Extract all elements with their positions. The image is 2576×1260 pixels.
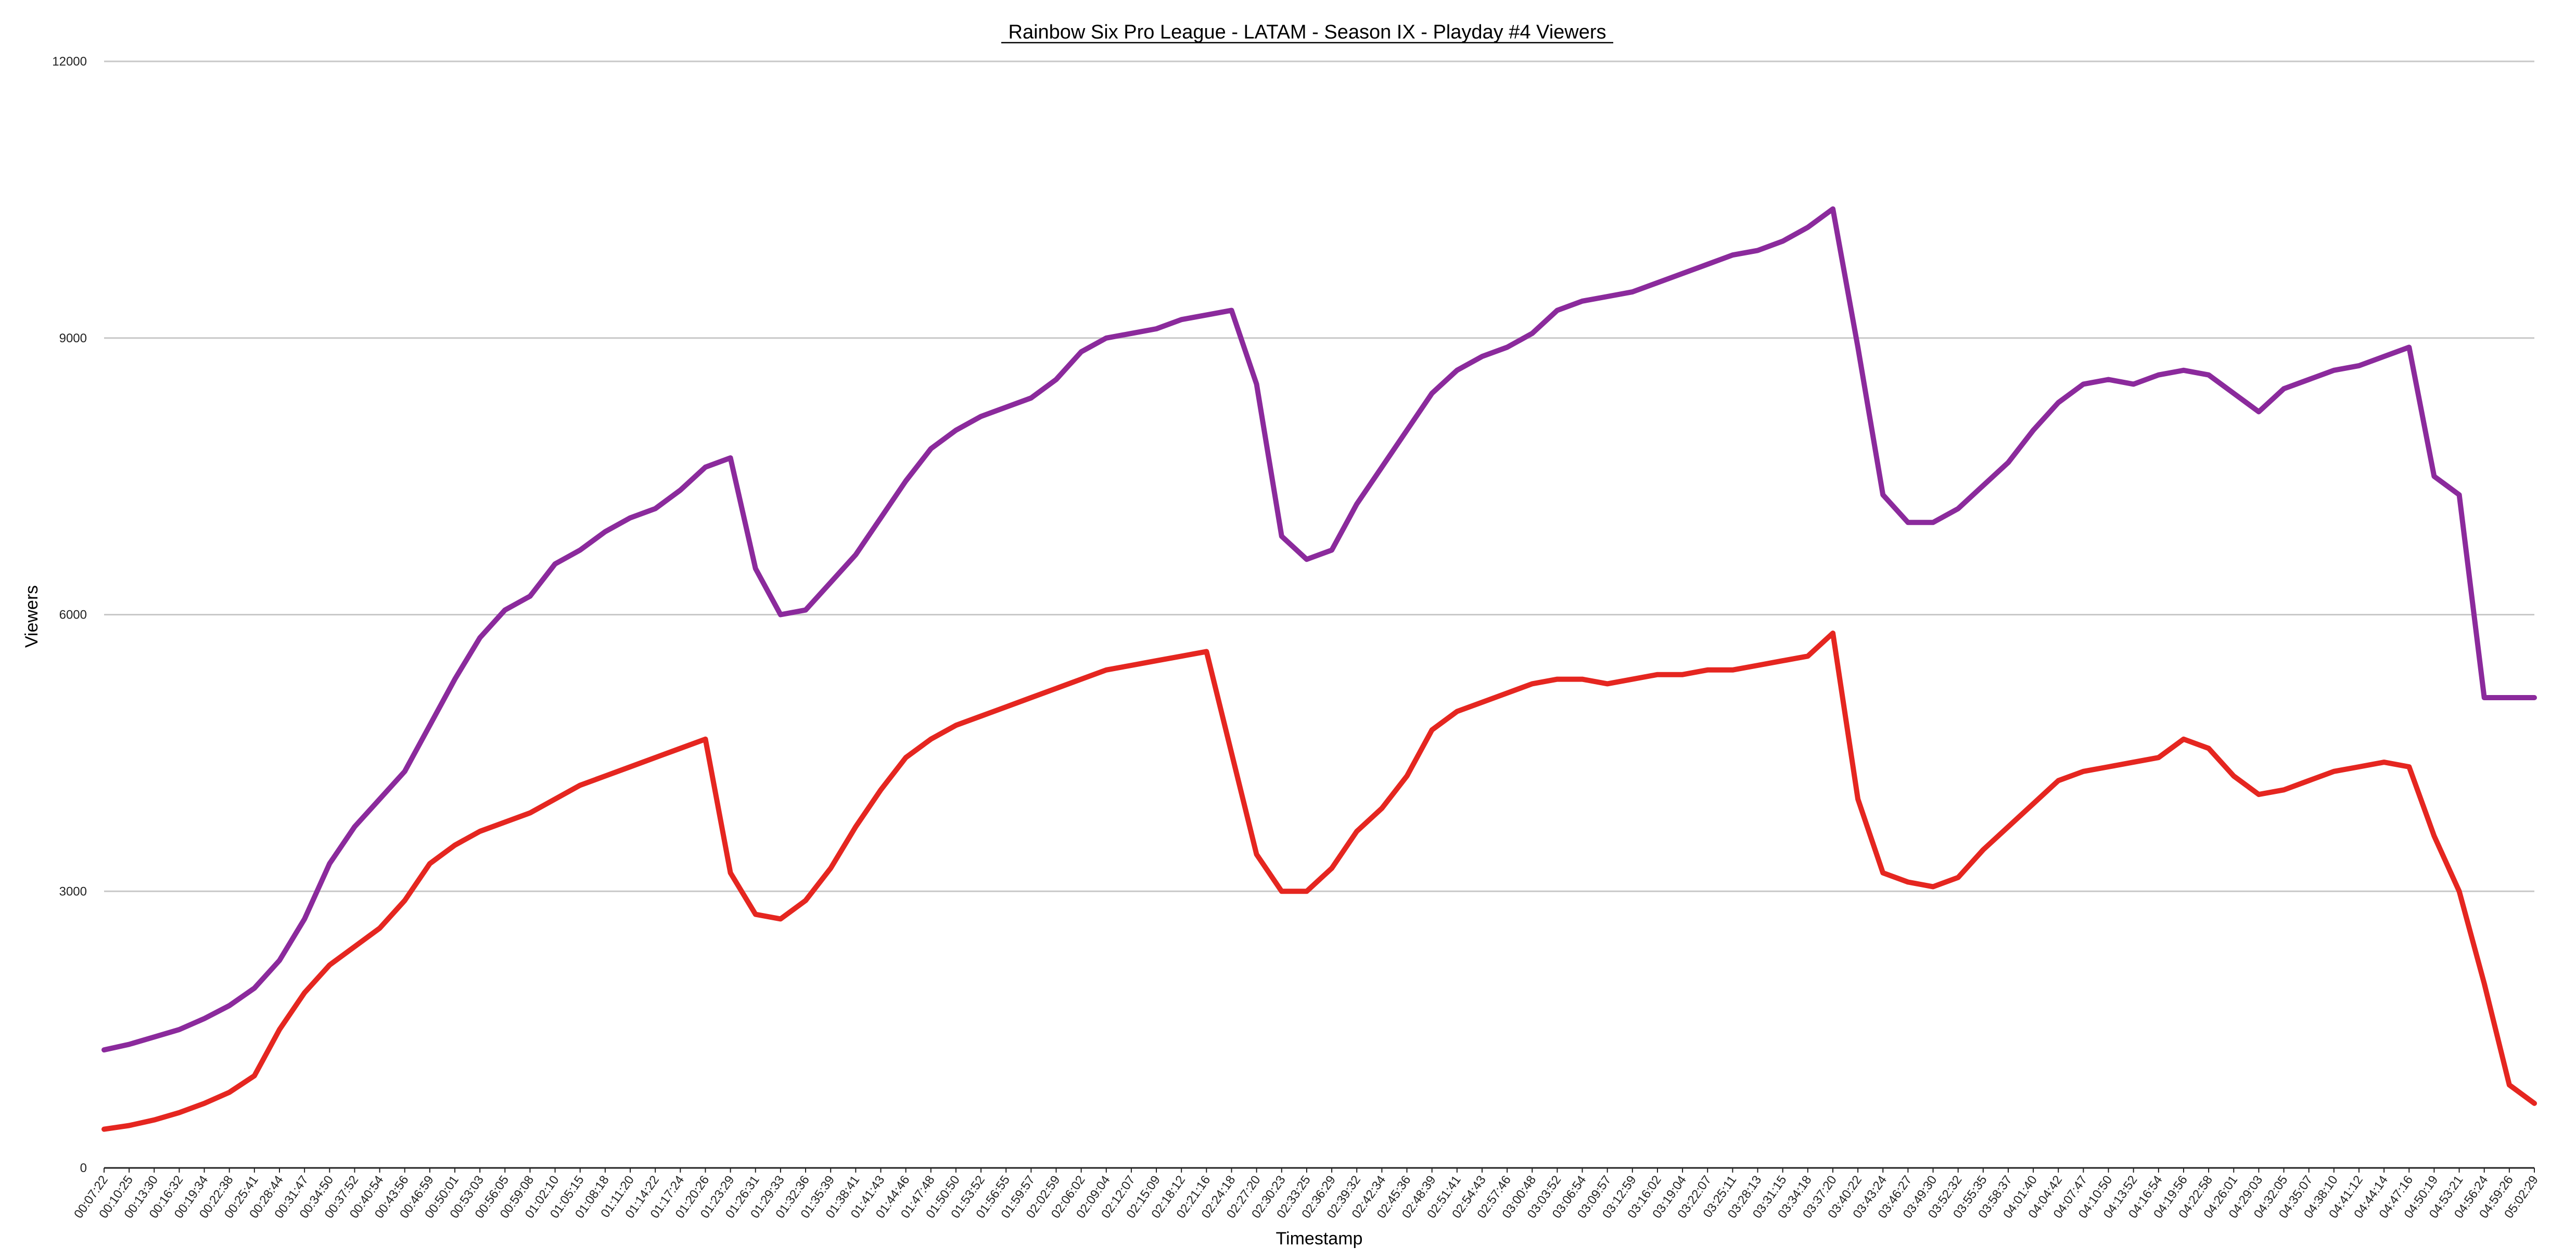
series-line-2 <box>101 631 2537 1132</box>
y-tick-label: 0 <box>80 1161 87 1175</box>
chart-title: Rainbow Six Pro League - LATAM - Season … <box>1009 21 1606 43</box>
y-tick-label: 6000 <box>59 608 87 622</box>
gridlines <box>104 60 2534 1169</box>
x-axis-ticks: 00:07:2200:10:2500:13:3000:16:3200:19:34… <box>71 1168 2541 1221</box>
y-tick-label: 3000 <box>59 884 87 898</box>
y-axis-label: Viewers <box>22 585 42 648</box>
series-lines <box>101 206 2537 1132</box>
y-tick-label: 9000 <box>59 331 87 345</box>
y-tick-label: 12000 <box>52 55 87 69</box>
x-axis-label: Timestamp <box>1276 1229 1363 1249</box>
y-axis-ticks: 0 3000 6000 9000 12000 <box>52 55 87 1175</box>
series-line-1 <box>101 206 2537 1053</box>
